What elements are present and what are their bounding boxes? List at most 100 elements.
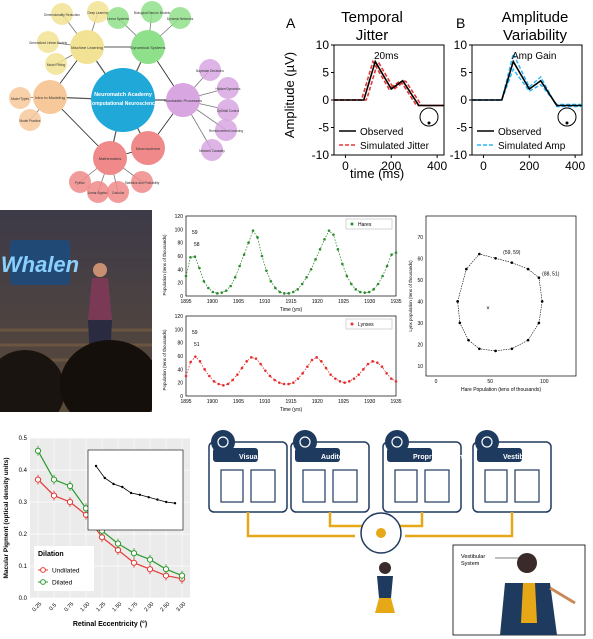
series-line [37,479,183,580]
y-tick-label: 0 [180,294,183,300]
legend-label: Lynxes [358,322,374,328]
legend-swatch [40,579,46,585]
legend-label: Hares [358,222,372,228]
phase-point [494,349,497,353]
inset-point [173,502,177,505]
x-tick-label: 1920 [312,299,323,305]
x-tick-label: 2.50 [159,601,171,613]
data-point [372,288,375,291]
sense-card-visual: Visual [208,430,288,518]
mindmap-hub-label: Stochastic Processes [164,98,202,103]
legend-swatch [40,567,46,573]
data-point [207,286,210,290]
mindmap-hub-label: Dynamical Systems [130,45,165,50]
data-point [287,292,291,295]
data-point [366,362,370,366]
y-tick-label: 10 [417,364,423,370]
connector [405,518,514,538]
data-point [318,248,322,251]
series-line [37,450,183,577]
data-point [371,360,374,363]
callout-label: Vestibular [461,554,485,560]
mindmap-leaf [169,7,191,29]
sense-label: Vestibular [503,454,537,461]
legend-label: Simulated Jitter [360,141,430,152]
phase-point [510,261,514,264]
x-tick-label: 0.25 [31,601,43,613]
y-tick-label: 30 [417,321,423,327]
data-point [301,372,304,375]
hare-lynx-panel: Population (tens of thousands) Population… [158,210,593,415]
y-tick-label: 10 [454,38,468,52]
hare-lynx-graphic: Population (tens of thousands) Population… [162,214,577,413]
y-tick-label: 0.1 [19,564,28,570]
phase-point [478,252,481,256]
data-point [162,566,170,573]
mindmap-leaf-label: Python [75,181,85,185]
data-point [198,360,202,363]
x-tick-label: 1.25 [95,601,107,613]
inset-point [94,464,98,468]
plot-annotation: 20ms [374,51,398,62]
mindmap-leaf-label: Statistics and Probability [125,181,160,185]
observed-trace [472,59,582,107]
mindmap-leaf-label: Biological Neuron Models [134,11,171,15]
data-point [381,274,384,278]
y-tick-label: 0.5 [19,436,28,442]
data-point [189,256,192,259]
data-point [357,373,360,376]
mindmap-leaf [199,59,221,81]
mindmap-leaf [141,1,163,23]
x-tick-label: 1915 [285,399,296,405]
inset-frame [87,449,184,531]
data-point [245,360,248,363]
data-point [385,264,389,268]
observed-trace [334,59,444,107]
data-point [229,284,232,288]
data-point [224,289,228,292]
x-tick-label: 1.50 [111,601,123,613]
data-point [130,550,138,557]
data-point [66,482,74,490]
data-point [215,292,219,295]
data-point [300,282,304,286]
data-point [184,274,188,278]
x-tick-label: 1900 [207,299,218,305]
x-tick-label: 1920 [312,399,323,405]
inset-point [103,476,106,480]
mindmap-leaf-label: Dimensionality Reduction [44,13,80,17]
data-point [189,360,192,364]
phase-point [526,338,530,342]
phase-point [467,338,470,342]
x-tick-label: 1895 [180,399,191,405]
mindmap-leaf-label: Model Practice [19,119,40,123]
y-axis-label: Amplitude (µV) [282,52,297,138]
data-point [203,368,206,371]
data-point [385,372,388,375]
person-head [379,562,391,574]
y-tick-label: 120 [175,214,184,220]
data-point [394,380,398,383]
data-point [345,274,349,278]
data-point [278,290,282,294]
data-point [348,380,351,383]
jitter-panel: A B Temporal Jitter Amplitude Variabilit… [272,0,593,205]
data-point [184,374,188,378]
data-point [264,369,267,372]
person-head [517,553,537,573]
y-tick-label: 60 [177,354,183,360]
data-point [231,378,234,382]
person-body [377,576,393,598]
mindmap-hub [33,80,67,114]
mindmap-leaf [107,7,129,29]
x-tick-label: 1900 [207,399,218,405]
mindmap-leaf-label: Calculus [112,191,125,195]
x-tick-label: 1930 [364,399,375,405]
data-point [146,556,154,563]
data-point [265,269,268,272]
data-point [394,251,398,254]
data-point [202,280,206,283]
data-point [334,377,337,380]
mindmap-leaf [19,109,41,131]
x-tick-label: 1925 [338,299,349,305]
